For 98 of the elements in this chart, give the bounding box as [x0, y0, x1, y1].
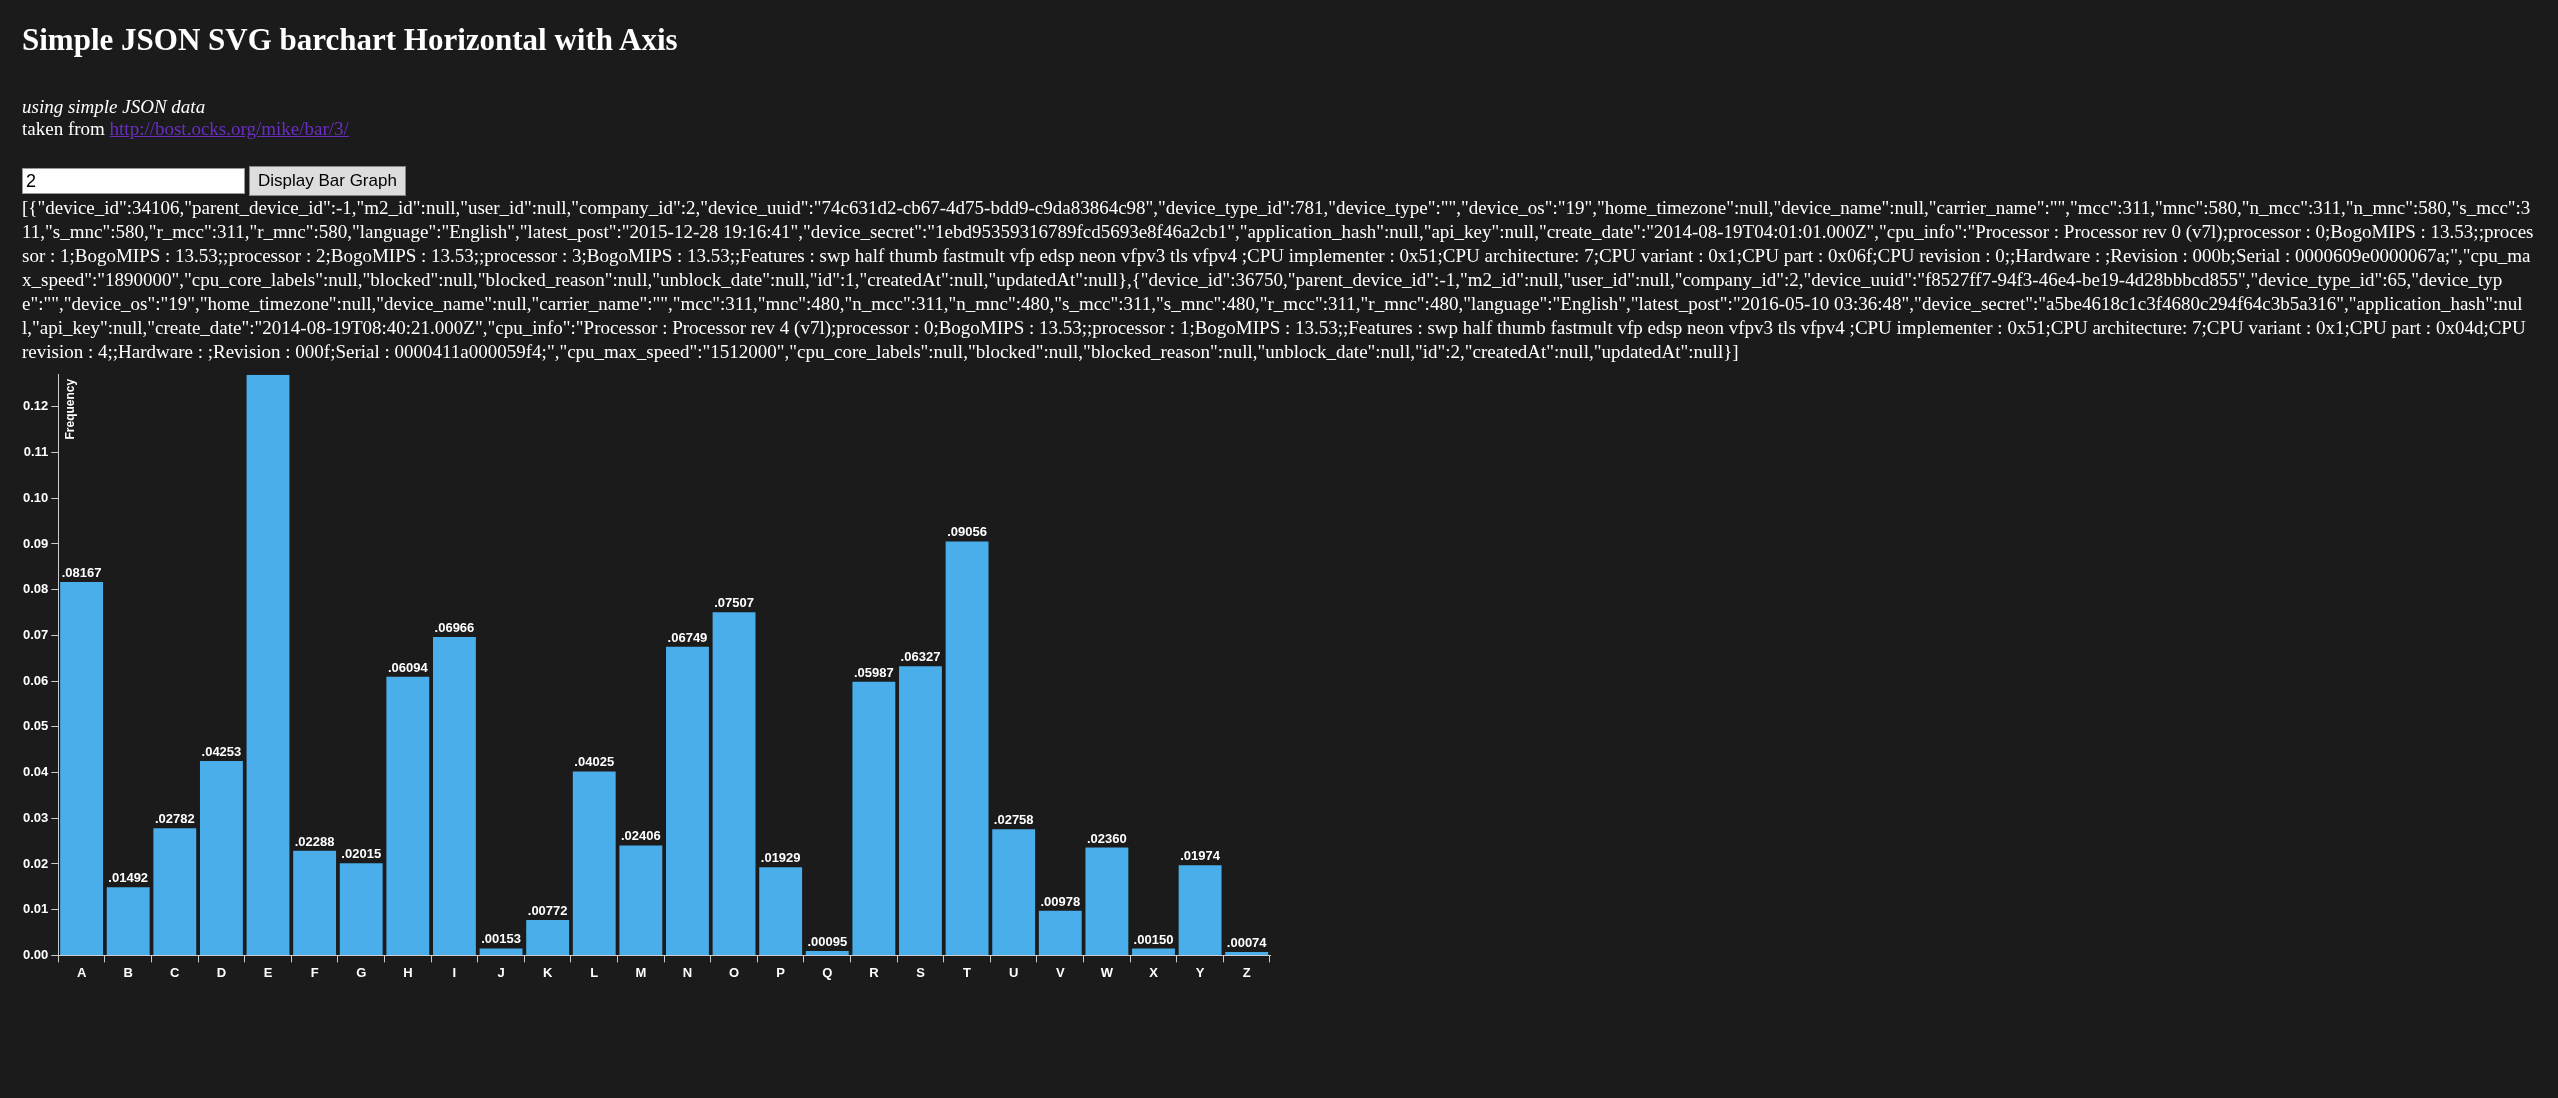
- bar: [246, 374, 290, 955]
- y-axis-title: Frequency: [62, 378, 77, 440]
- data-label: .01492: [108, 870, 149, 886]
- x-tick-label: Z: [1242, 964, 1251, 980]
- x-tick-label: D: [216, 964, 227, 980]
- x-tick-label: G: [356, 964, 367, 980]
- y-tick-label: 0.08: [22, 581, 49, 597]
- data-label: .00095: [807, 934, 848, 950]
- data-label: .00074: [1226, 935, 1268, 951]
- x-tick-label: J: [497, 964, 505, 980]
- x-tick-label: N: [682, 964, 693, 980]
- bar: [712, 612, 756, 955]
- y-tick-label: 0.09: [22, 535, 49, 551]
- data-label: .02015: [341, 846, 382, 862]
- x-tick-label: E: [263, 964, 273, 980]
- y-tick-label: 0.05: [22, 718, 49, 734]
- x-tick-label: C: [170, 964, 181, 980]
- data-label: .02782: [154, 811, 195, 827]
- bar: [433, 636, 476, 955]
- x-tick-label: L: [590, 964, 599, 980]
- chart-subtitle: using simple JSON data: [22, 96, 207, 118]
- data-label: .04253: [201, 744, 242, 760]
- bar: [1132, 948, 1175, 955]
- y-tick-label: 0.04: [22, 764, 50, 780]
- data-label: .00772: [527, 903, 568, 919]
- bar: [945, 541, 989, 955]
- bar: [106, 887, 150, 955]
- data-label: .06749: [667, 629, 708, 645]
- bar: [759, 867, 803, 955]
- data-label: .02758: [993, 812, 1034, 828]
- bar: [1085, 847, 1129, 955]
- chart-title: Simple JSON SVG barchart Horizontal with Axis: [22, 22, 679, 58]
- bar: [805, 951, 849, 955]
- data-label: .02360: [1087, 830, 1127, 846]
- y-tick-label: 0.10: [22, 489, 49, 505]
- y-tick-label: 0.06: [22, 672, 49, 688]
- x-tick-label: Q: [822, 964, 833, 980]
- data-label: .06094: [387, 659, 429, 675]
- y-tick-label: 0.07: [22, 626, 49, 642]
- data-label: .00978: [1040, 893, 1081, 909]
- bar: [199, 760, 243, 955]
- x-tick-label: V: [1055, 964, 1065, 980]
- x-tick-label: R: [869, 964, 880, 980]
- data-label: .01974: [1180, 848, 1221, 864]
- bar: [153, 828, 197, 955]
- data-label: .00153: [481, 931, 521, 947]
- text: [{"device_id":34106,"parent_device_id":-1,"m2_id":null,"user_id":null,"company_id":2,"device_uuid":"74c631d2-cb67-4d75-bdd9-c9da83864c98","device_type_id":781,"device_type":"","device_os":"19","home_timezone":null,"device_name":null,"carrier_name":"","mcc":311,"mnc":580,"n_mcc":311,"n_mnc":580,"s_mcc":311,"s_mnc":580,"r_mcc":311,"r_mnc":580,"language":"English","latest_post":"2015-12-28 19:16:41","device_secret":"1ebd95359316789fcd5693e8f46a2cb1","application_hash":null,"api_key":null,"create_date":"2014-08-19T04:01:01.000Z","cpu_info":"Processor : Processor rev 0 (v7l);processor : 0;BogoMIPS : 13.53;;processor : 1;BogoMIPS : 13.53;;processor : 2;BogoMIPS : 13.53;;processor : 3;BogoMIPS : 13.53;;Features : swp half thumb fastmult vfp edsp neon vfpv3 tls vfpv4 ;CPU implementer : 0x51;CPU architecture: 7;CPU variant : 0x1;CPU part : 0x06f;CPU revision : 0;;Hardware : ;Revision : 000b;Serial : 0000609e0000067a;","cpu_max_speed":"1890000","cpu_core_labels":null,"blocked":null,"blocked_reason":null,"unblock_date":null,"id":1,"createdAt":null,"updatedAt":null},{"device_id":36750,"parent_device_id":-1,"m2_id":null,"user_id":null,"company_id":2,"device_uuid":"f8527ff7-94f3-46e4-be19-4d28bbbcd855","device_type_id":65,"device_type":"","device_os":"19","home_timezone":null,"device_name":null,"carrier_name":"","mcc":311,"mnc":480,"n_mcc":311,"n_mnc":480,"s_mcc":311,"s_mnc":480,"r_mcc":311,"r_mnc":480,"language":"English","latest_post":"2016-05-10 03:36:48","device_secret":"a5be4618c1c3f4680c294f64c3b5a316","application_hash":null,"api_key":null,"create_date":"2014-08-19T08:40:21.000Z","cpu_info":"Processor : Processor rev 4 (v7l);processor : 0;BogoMIPS : 13.53;;processor : 1;BogoMIPS : 13.53;;Features : swp half thumb fastmult vfp edsp neon vfpv3 tls vfpv4 ;CPU implementer : 0x51;CPU architecture: 7;CPU variant : 0x1;CPU part : 0x04d;CPU revision : 4;;Hardware : ;Revision : 000f;Serial : 0000411a000059f4;","cpu_max_speed":"1512000","cpu_core_labels":null,"blocked":null,"blocked_reason":null,"unblock_date":null,"id":2,"createdAt":null,"updatedAt":null}]: [22, 196, 2535, 364]
- data-label: .00150: [1133, 931, 1174, 947]
- x-tick-label: W: [1100, 964, 1114, 980]
- data-label: .05987: [853, 664, 894, 680]
- bar: [293, 850, 337, 955]
- bar: [1178, 865, 1222, 955]
- x-tick-label: U: [1008, 964, 1019, 980]
- bar: [60, 582, 104, 955]
- text: taken from: [22, 118, 105, 139]
- bar: [899, 666, 942, 955]
- x-tick-label: A: [76, 964, 87, 980]
- x-tick-label: Y: [1195, 964, 1205, 980]
- x-tick-label: X: [1149, 964, 1159, 980]
- display-button: Display Bar Graph: [249, 166, 406, 196]
- y-tick-label: 0.01: [22, 901, 49, 917]
- x-tick-label: I: [452, 964, 457, 980]
- text: http://bost.ocks.org/mike/bar/3/: [109, 118, 349, 139]
- data-label: .08167: [61, 565, 102, 581]
- x-tick-label: T: [963, 964, 972, 980]
- x-tick-label: H: [403, 964, 413, 980]
- data-label: .02406: [620, 828, 661, 844]
- x-tick-label: P: [776, 964, 786, 980]
- y-tick-label: 0.12: [22, 398, 49, 414]
- x-tick-label: F: [310, 964, 319, 980]
- text-field: 2: [22, 168, 245, 194]
- data-label: .04025: [574, 754, 615, 770]
- bar: [619, 845, 663, 955]
- data-label: .07507: [714, 595, 754, 611]
- data-label: .06966: [434, 620, 475, 636]
- bar: [1225, 952, 1269, 955]
- bar: [666, 646, 709, 955]
- x-tick-label: S: [916, 964, 926, 980]
- bar: [572, 771, 616, 955]
- data-label: .01929: [760, 850, 801, 866]
- bar: [386, 676, 430, 955]
- bar: [339, 863, 383, 955]
- x-tick-label: O: [728, 964, 740, 980]
- x-tick-label: M: [635, 964, 647, 980]
- y-tick-label: 0.02: [22, 855, 49, 871]
- data-label: .02288: [294, 833, 335, 849]
- bar: [852, 681, 896, 955]
- y-tick-label: 0.00: [22, 946, 49, 962]
- bar: [1038, 910, 1082, 955]
- data-label: .09056: [947, 524, 987, 540]
- bar: [479, 948, 523, 955]
- bar: [992, 829, 1036, 955]
- y-tick-label: 0.03: [22, 809, 49, 825]
- data-label: .06327: [900, 649, 941, 665]
- x-tick-label: K: [542, 964, 553, 980]
- bar: [526, 920, 570, 955]
- y-tick-label: 0.11: [23, 444, 49, 460]
- x-tick-label: B: [123, 964, 133, 980]
